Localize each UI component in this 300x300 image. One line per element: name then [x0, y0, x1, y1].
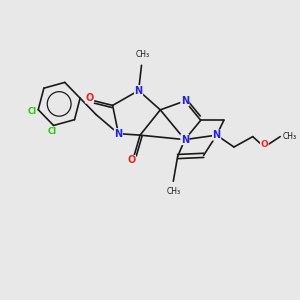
Text: O: O — [85, 93, 94, 103]
Text: CH₃: CH₃ — [283, 132, 297, 141]
Text: CH₃: CH₃ — [136, 50, 150, 59]
Text: CH₃: CH₃ — [166, 187, 180, 196]
Text: Cl: Cl — [28, 107, 37, 116]
Text: N: N — [114, 129, 122, 139]
Text: O: O — [260, 140, 268, 148]
Text: N: N — [213, 130, 221, 140]
Text: N: N — [135, 85, 143, 96]
Text: Cl: Cl — [47, 127, 56, 136]
Text: N: N — [181, 135, 189, 145]
Text: O: O — [127, 155, 136, 165]
Text: N: N — [181, 96, 189, 106]
